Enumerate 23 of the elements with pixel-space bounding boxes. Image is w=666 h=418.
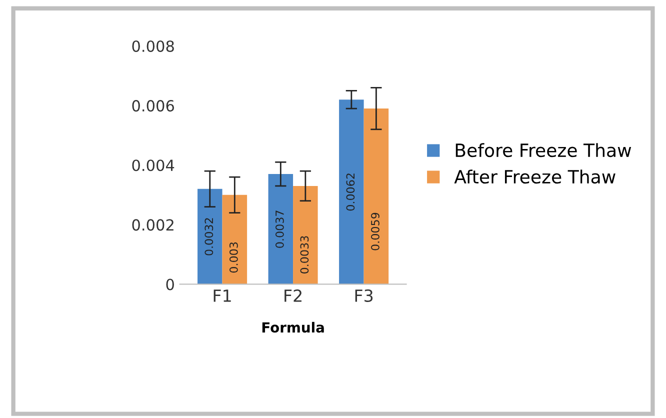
data-label: 0.0033 — [300, 236, 309, 274]
bar — [198, 188, 222, 284]
bar — [222, 194, 248, 284]
x-tick-label: F2 — [284, 289, 302, 302]
legend-label: Before Freeze Thaw — [456, 143, 632, 158]
data-label: 0.003 — [229, 242, 238, 273]
bar — [339, 100, 364, 284]
data-label: 0.0032 — [204, 218, 214, 256]
y-tick-label: 0.004 — [132, 160, 174, 172]
data-label: 0.0037 — [275, 210, 284, 248]
legend-label: After Freeze Thaw — [454, 170, 616, 184]
x-tick-label: F1 — [214, 290, 231, 302]
y-tick-label: 0.002 — [132, 219, 174, 231]
bar — [364, 108, 389, 284]
y-tick-label: 0.006 — [132, 100, 174, 112]
bar — [293, 186, 318, 284]
data-label: 0.0059 — [371, 212, 380, 250]
y-tick-label: 0.008 — [132, 40, 174, 52]
x-tick-label: F3 — [355, 289, 373, 302]
x-axis-title: Formula — [262, 322, 324, 333]
y-tick-label: 0 — [166, 278, 174, 290]
bar — [268, 174, 294, 284]
data-label: 0.0062 — [346, 174, 355, 211]
